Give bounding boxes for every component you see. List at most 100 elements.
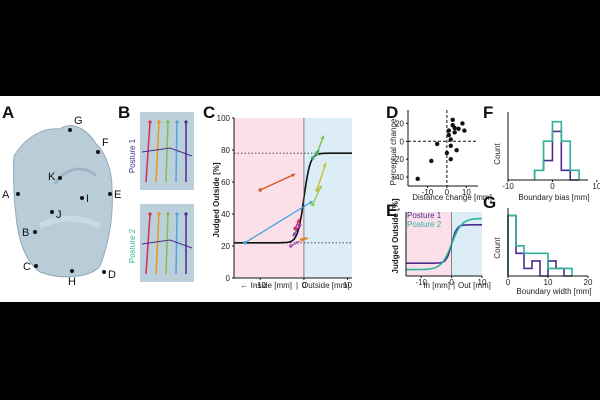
hand-point-label-d: D [108, 269, 116, 281]
posture-1-joint [166, 120, 170, 124]
d-point [452, 130, 457, 135]
panel-label-b: B [118, 103, 130, 122]
g-ylabel: Count [493, 237, 502, 259]
hand-point-k [58, 176, 62, 180]
posture-1-palm-line [141, 147, 193, 157]
d-point [434, 141, 440, 147]
f-xtick-label: -10 [502, 182, 514, 191]
posture-2-finger-line [175, 213, 178, 275]
c-series-5-start [310, 202, 315, 207]
posture-1-finger-line [155, 121, 160, 183]
c-series-6-start [293, 226, 297, 231]
hand-point-label-a: A [2, 189, 10, 201]
panel-b: B Posture 1 Posture 2 [118, 103, 194, 282]
hand-point-c [34, 264, 38, 268]
hand-point-label-e: E [114, 189, 121, 201]
c-series-1-arrow [291, 173, 296, 178]
posture-2-finger-line [155, 213, 160, 275]
c-series-3-start [310, 156, 315, 160]
panel-label-c: C [203, 103, 215, 122]
d-point [460, 121, 465, 126]
g-hist-posture-2 [507, 214, 573, 276]
e-legend-posture-2: Posture 2 [407, 220, 442, 229]
d-point [448, 137, 453, 142]
f-xtick-label: 10 [592, 182, 600, 191]
hand-point-label-f: F [102, 137, 109, 149]
hand-point-a [16, 192, 20, 196]
d-point [462, 128, 467, 133]
panel-label-a: A [2, 103, 14, 122]
posture-2-joint [175, 212, 179, 216]
d-point [448, 156, 453, 162]
c-xlabel-inside: ← Inside [mm] [240, 281, 292, 290]
panel-label-e: E [386, 201, 397, 220]
hand-point-label-h: H [68, 276, 76, 288]
d-point [452, 125, 457, 131]
hand-crease [53, 167, 98, 185]
posture-1-joint [184, 120, 188, 124]
panel-label-g: G [483, 193, 496, 212]
d-ytick-label: 20 [395, 119, 404, 128]
hand-point-label-b: B [22, 227, 29, 239]
d-point [446, 128, 452, 133]
d-point [446, 132, 452, 138]
panel-g: G 0 10 20 Count Boundary width [mm] [483, 193, 593, 296]
e-xtick-label: 0 [449, 278, 454, 287]
posture-2-joint [184, 212, 188, 216]
c-ytick-label: 80 [221, 146, 230, 155]
posture-2-finger-line [145, 213, 151, 275]
hand-highlight [38, 215, 102, 229]
c-ytick-label: 0 [226, 274, 231, 283]
c-series-5-arrow [318, 185, 322, 190]
figure: A G F K E A I J B C H D B Posture 1 Posture 2 C 0 2… [0, 96, 600, 302]
f-hist-posture-1 [533, 130, 580, 181]
c-series-4-arrow [322, 162, 327, 167]
d-ytick-label: -40 [392, 173, 404, 182]
panel-d: D 20 0 -20 -40 -10 0 10 Perceptual change Dist… [386, 103, 492, 202]
d-point [454, 148, 459, 153]
e-xlabel-in: In [mm] [423, 281, 450, 290]
panel-f: F -10 0 10 Count Boundary bias [mm] [483, 103, 600, 202]
e-xlabel-sep: | [453, 281, 455, 290]
figure-svg: A G F K E A I J B C H D B Posture 1 Posture 2 C 0 2… [2, 103, 600, 296]
d-point [444, 150, 450, 156]
d-xtick-label: -10 [422, 188, 434, 197]
panel-label-d: D [386, 103, 398, 122]
g-xlabel: Boundary width [mm] [516, 287, 591, 296]
d-point [448, 143, 453, 148]
e-ylabel: Judged Outside [%] [391, 198, 400, 273]
c-series-6-arrow [296, 218, 300, 223]
e-legend-posture-1: Posture 1 [407, 211, 442, 220]
d-xtick-label: 10 [462, 188, 471, 197]
hand-point-e [108, 192, 112, 196]
c-series-4-start [315, 188, 319, 192]
c-series-0-arrow [308, 201, 313, 205]
d-ytick-label: 0 [400, 137, 405, 146]
posture-1-joint [175, 120, 179, 124]
c-series-9-arrow [304, 236, 309, 241]
hand-point-i [80, 196, 84, 200]
f-xlabel: Boundary bias [mm] [518, 193, 589, 202]
hand-point-f [96, 150, 100, 154]
d-ytick-label: -20 [392, 155, 404, 164]
c-ylabel: Judged Outside [%] [212, 162, 221, 237]
e-xlabel-out: Out [mm] [458, 281, 491, 290]
panel-a: A G F K E A I J B C H D [2, 103, 121, 288]
hand-point-g [68, 128, 72, 132]
g-xtick-label: 20 [584, 278, 593, 287]
d-ylabel: Perceptual change [389, 118, 398, 185]
hand-point-b [33, 230, 37, 234]
posture-1-finger-line [175, 121, 178, 183]
c-series-0-line [244, 200, 314, 244]
posture-2-finger-line [165, 213, 169, 275]
hand-point-j [50, 210, 54, 214]
c-xtick-label: 0 [302, 281, 307, 290]
c-series-3-arrow [315, 150, 320, 154]
c-ytick-label: 100 [217, 114, 231, 123]
posture-2-joint [148, 212, 152, 216]
c-series-7-arrow [293, 232, 297, 237]
c-xtick-label: -10 [254, 281, 266, 290]
c-xlabel-outside: Outside [mm] [302, 281, 350, 290]
hand-point-label-g: G [74, 115, 83, 127]
